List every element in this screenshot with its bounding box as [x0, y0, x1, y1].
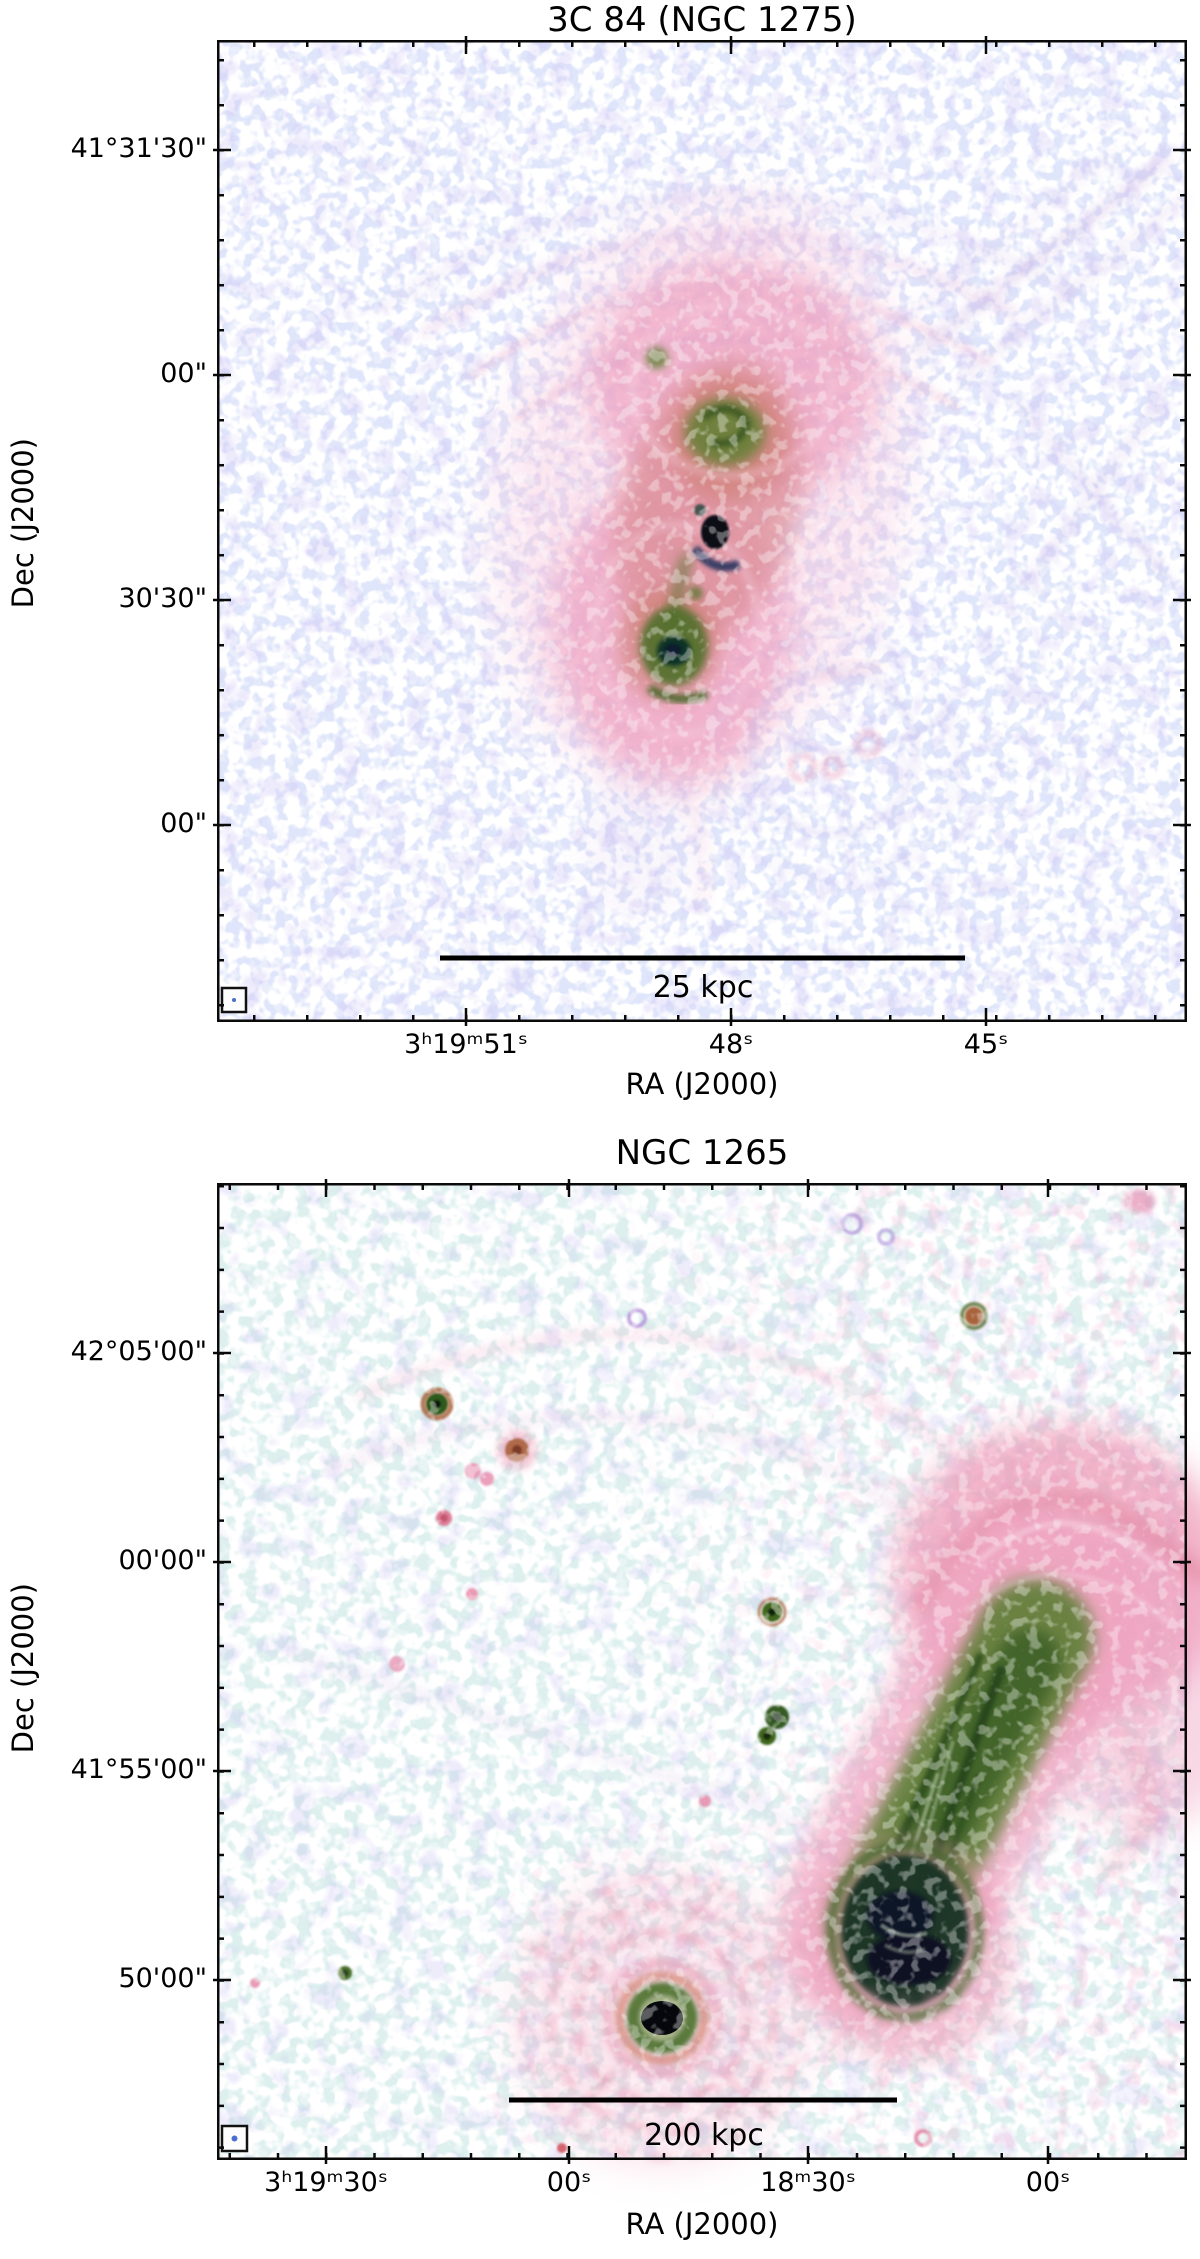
y-tick-label: 42°05'00": [70, 1336, 207, 1367]
x-tick-label: 3ʰ19ᵐ30ˢ: [264, 2167, 388, 2198]
panel2-title: NGC 1265: [615, 1133, 789, 1173]
panel1-major-ticks: [213, 36, 1191, 1026]
y-tick-label: 00": [160, 808, 207, 839]
panel1-scale-bar-label: 25 kpc: [653, 970, 754, 1005]
panel2-axes-frame: [213, 1179, 1191, 2164]
panel2-major-ticks: [213, 1179, 1191, 2164]
panel2-x-axis-label: RA (J2000): [625, 2207, 779, 2241]
beam-ellipse: [232, 998, 236, 1002]
sky-image-3c84: 25 kpc: [213, 36, 1191, 1026]
y-tick-label: 00'00": [118, 1545, 207, 1576]
y-tick-label: 00": [160, 358, 207, 389]
panel1-y-axis-label: Dec (J2000): [6, 438, 40, 609]
x-tick-label: 3ʰ19ᵐ51ˢ: [404, 1029, 528, 1060]
panel2-y-axis-label: Dec (J2000): [6, 1583, 40, 1754]
panel1-x-axis-label: RA (J2000): [625, 1067, 779, 1101]
panel1-noise-veins-overlay: [217, 40, 1187, 1022]
x-tick-label: 00ˢ: [1025, 2167, 1071, 2198]
x-tick-label: 45ˢ: [963, 1029, 1009, 1060]
x-tick-label: 48ˢ: [708, 1029, 754, 1060]
panel1-axes-frame: [213, 36, 1191, 1026]
panel1-title: 3C 84 (NGC 1275): [547, 0, 857, 40]
panel1-scale-bar: 25 kpc: [440, 955, 965, 1005]
panel2-scale-bar-label: 200 kpc: [644, 2118, 764, 2153]
y-tick-label: 41°55'00": [70, 1754, 207, 1785]
x-tick-label: 00ˢ: [546, 2167, 592, 2198]
panel2-noise-veins-overlay: [217, 1183, 1187, 2160]
panel2-beam-box: [220, 2124, 249, 2153]
panel2-scale-bar: 200 kpc: [509, 2097, 897, 2153]
beam-ellipse: [231, 2135, 238, 2142]
sky-image-ngc1265: 200 kpc: [213, 1179, 1200, 2168]
y-tick-label: 41°31'30": [70, 133, 207, 164]
y-tick-label: 50'00": [118, 1963, 207, 1994]
y-tick-label: 30'30": [118, 583, 207, 614]
panel1-beam-box: [220, 986, 248, 1014]
x-tick-label: 18ᵐ30ˢ: [760, 2167, 856, 2198]
